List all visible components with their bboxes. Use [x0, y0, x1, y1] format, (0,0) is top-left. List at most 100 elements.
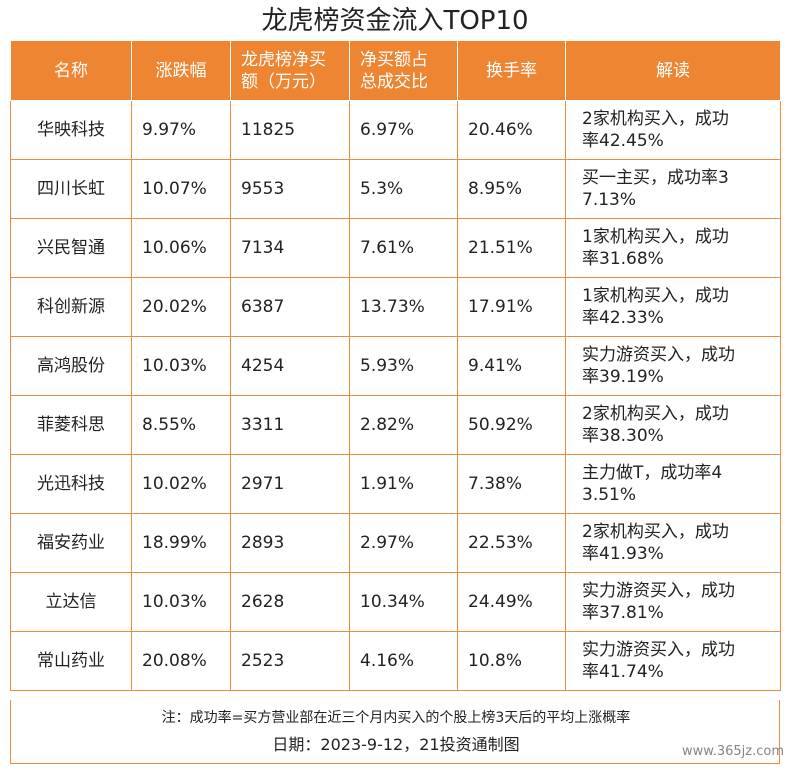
- cell-reading-line1: 2家机构买入，成功: [582, 109, 729, 129]
- cell-ratio: 13.73%: [349, 277, 458, 337]
- cell-turnover: 21.51%: [457, 218, 566, 278]
- table-row: 兴民智通 10.06% 7134 7.61% 21.51% 1家机构买入，成功率…: [10, 218, 781, 278]
- cell-reading-line2: 率41.93%: [582, 544, 664, 564]
- cell-change: 10.06%: [131, 218, 231, 278]
- table-row: 华映科技 9.97% 11825 6.97% 20.46% 2家机构买入，成功率…: [10, 100, 781, 160]
- cell-ratio: 1.91%: [349, 454, 458, 514]
- cell-reading-line1: 1家机构买入，成功: [582, 227, 729, 247]
- cell-net-buy: 2523: [230, 631, 350, 691]
- cell-change: 10.03%: [131, 572, 231, 632]
- cell-net-buy: 11825: [230, 100, 350, 160]
- cell-ratio: 2.82%: [349, 395, 458, 455]
- cell-ratio: 5.93%: [349, 336, 458, 396]
- cell-reading-line1: 1家机构买入，成功: [582, 286, 729, 306]
- cell-reading-line1: 实力游资买入，成功: [582, 640, 735, 660]
- header-ratio-line1: 净买额占: [360, 49, 428, 70]
- cell-turnover: 20.46%: [457, 100, 566, 160]
- cell-ratio: 5.3%: [349, 159, 458, 219]
- cell-net-buy: 9553: [230, 159, 350, 219]
- cell-turnover: 9.41%: [457, 336, 566, 396]
- cell-name: 华映科技: [10, 100, 132, 160]
- cell-net-buy: 2971: [230, 454, 350, 514]
- cell-turnover: 22.53%: [457, 513, 566, 573]
- cell-reading: 2家机构买入，成功 率38.30%: [565, 395, 781, 455]
- cell-reading-line2: 率39.19%: [582, 367, 664, 387]
- cell-net-buy: 3311: [230, 395, 350, 455]
- cell-reading-line1: 实力游资买入，成功: [582, 345, 735, 365]
- cell-name: 光迅科技: [10, 454, 132, 514]
- cell-reading: 1家机构买入，成功 率42.33%: [565, 277, 781, 337]
- table-row: 福安药业 18.99% 2893 2.97% 22.53% 2家机构买入，成功率…: [10, 513, 781, 573]
- cell-name: 四川长虹: [10, 159, 132, 219]
- cell-net-buy: 2628: [230, 572, 350, 632]
- cell-change: 10.07%: [131, 159, 231, 219]
- table-row: 科创新源 20.02% 6387 13.73% 17.91% 1家机构买入，成功…: [10, 277, 781, 337]
- header-change: 涨跌幅: [131, 40, 231, 101]
- cell-reading: 2家机构买入，成功 率41.93%: [565, 513, 781, 573]
- cell-change: 8.55%: [131, 395, 231, 455]
- cell-turnover: 7.38%: [457, 454, 566, 514]
- table-header-row: 名称 涨跌幅 龙虎榜净买 额（万元） 净买额占 总成交比 换手率 解读: [10, 40, 781, 101]
- cell-change: 10.02%: [131, 454, 231, 514]
- cell-reading-line1: 主力做T，成功率4: [582, 463, 723, 483]
- cell-turnover: 17.91%: [457, 277, 566, 337]
- table-row: 高鸿股份 10.03% 4254 5.93% 9.41% 实力游资买入，成功 率3…: [10, 336, 781, 396]
- cell-reading-line1: 买一主买，成功率3: [582, 168, 729, 188]
- cell-name: 菲菱科思: [10, 395, 132, 455]
- cell-change: 10.03%: [131, 336, 231, 396]
- cell-reading-line2: 率31.68%: [582, 249, 664, 269]
- cell-reading: 实力游资买入，成功 率41.74%: [565, 631, 781, 691]
- cell-turnover: 8.95%: [457, 159, 566, 219]
- cell-reading-line1: 实力游资买入，成功: [582, 581, 735, 601]
- cell-ratio: 4.16%: [349, 631, 458, 691]
- cell-ratio: 6.97%: [349, 100, 458, 160]
- cell-change: 18.99%: [131, 513, 231, 573]
- table-row: 立达信 10.03% 2628 10.34% 24.49% 实力游资买入，成功率…: [10, 572, 781, 632]
- cell-reading: 主力做T，成功率4 3.51%: [565, 454, 781, 514]
- table-row: 光迅科技 10.02% 2971 1.91% 7.38% 主力做T，成功率4 3.…: [10, 454, 781, 514]
- table-row: 常山药业 20.08% 2523 4.16% 10.8% 实力游资买入，成功 率4…: [10, 631, 781, 691]
- data-table-container: 名称 涨跌幅 龙虎榜净买 额（万元） 净买额占 总成交比 换手率 解读 华映科技…: [10, 40, 781, 691]
- cell-name: 兴民智通: [10, 218, 132, 278]
- header-net-buy-line2: 额（万元）: [241, 71, 326, 92]
- cell-name: 立达信: [10, 572, 132, 632]
- header-net-buy-line1: 龙虎榜净买: [241, 49, 326, 70]
- cell-ratio: 10.34%: [349, 572, 458, 632]
- table-footer: 注：成功率=买方营业部在近三个月内买入的个股上榜3天后的平均上涨概率 日期：20…: [10, 700, 780, 764]
- cell-name: 福安药业: [10, 513, 132, 573]
- table-title: 龙虎榜资金流入TOP10: [261, 6, 529, 36]
- table-row: 菲菱科思 8.55% 3311 2.82% 50.92% 2家机构买入，成功 率3…: [10, 395, 781, 455]
- cell-reading: 2家机构买入，成功 率42.45%: [565, 100, 781, 160]
- cell-net-buy: 6387: [230, 277, 350, 337]
- header-ratio-line2: 总成交比: [360, 71, 428, 92]
- header-turnover: 换手率: [457, 40, 566, 101]
- cell-turnover: 24.49%: [457, 572, 566, 632]
- watermark: www.365jz.com: [682, 744, 784, 759]
- header-ratio: 净买额占 总成交比: [349, 40, 458, 101]
- cell-reading-line2: 率42.45%: [582, 131, 664, 151]
- source-line: 日期：2023-9-12，21投资通制图: [272, 735, 520, 754]
- cell-reading-line2: 率42.33%: [582, 308, 664, 328]
- cell-net-buy: 4254: [230, 336, 350, 396]
- table-row: 四川长虹 10.07% 9553 5.3% 8.95% 买一主买，成功率3 7.1…: [10, 159, 781, 219]
- cell-reading-line2: 率41.74%: [582, 662, 664, 682]
- cell-name: 常山药业: [10, 631, 132, 691]
- cell-reading-line1: 2家机构买入，成功: [582, 404, 729, 424]
- cell-ratio: 2.97%: [349, 513, 458, 573]
- cell-reading-line2: 3.51%: [582, 485, 637, 505]
- header-net-buy: 龙虎榜净买 额（万元）: [230, 40, 350, 101]
- cell-reading: 实力游资买入，成功 率39.19%: [565, 336, 781, 396]
- cell-change: 9.97%: [131, 100, 231, 160]
- header-reading: 解读: [565, 40, 781, 101]
- data-table: 名称 涨跌幅 龙虎榜净买 额（万元） 净买额占 总成交比 换手率 解读 华映科技…: [10, 40, 781, 691]
- cell-reading: 实力游资买入，成功 率37.81%: [565, 572, 781, 632]
- footnote: 注：成功率=买方营业部在近三个月内买入的个股上榜3天后的平均上涨概率: [161, 710, 631, 726]
- cell-reading-line2: 率38.30%: [582, 426, 664, 446]
- cell-turnover: 10.8%: [457, 631, 566, 691]
- cell-change: 20.02%: [131, 277, 231, 337]
- cell-name: 高鸿股份: [10, 336, 132, 396]
- cell-ratio: 7.61%: [349, 218, 458, 278]
- header-name: 名称: [10, 40, 132, 101]
- cell-turnover: 50.92%: [457, 395, 566, 455]
- cell-reading: 1家机构买入，成功 率31.68%: [565, 218, 781, 278]
